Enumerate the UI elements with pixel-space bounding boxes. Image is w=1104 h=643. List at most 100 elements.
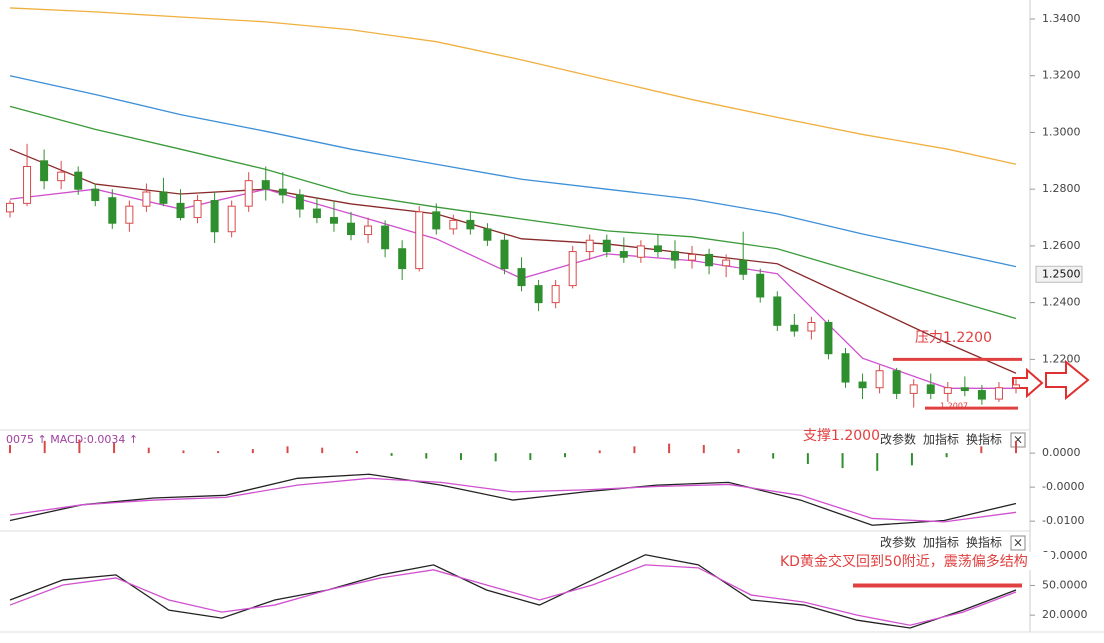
toolbar-button[interactable]: 改参数 (880, 432, 916, 447)
toolbar-button[interactable]: 加指标 (923, 535, 959, 550)
candle-body (824, 321, 833, 355)
line-series (9, 554, 1017, 629)
candle-body (653, 245, 662, 253)
candle-body (381, 225, 390, 250)
annotation: KD黄金交叉回到50附近，震荡偏多结构 (780, 553, 1028, 570)
y-tick-label: 0.0000 (1042, 446, 1081, 459)
annotation: 支撑1.2000 (803, 428, 880, 444)
close-box[interactable] (1010, 432, 1026, 448)
candle-body (926, 384, 935, 394)
candle-body (602, 239, 611, 253)
indicator-header: 0075 ↑ MACD:0.0034 ↑ (6, 433, 138, 446)
candle-body (875, 370, 884, 389)
line-series (9, 473, 1017, 526)
candle-body (943, 387, 952, 394)
candle-body (91, 188, 100, 202)
line-series (9, 477, 1017, 523)
candle-body (176, 202, 185, 219)
toolbar-button[interactable]: × (1013, 433, 1023, 447)
candle-body (705, 253, 714, 267)
candle-body (722, 259, 731, 267)
candle-body (347, 222, 356, 236)
candle-body (159, 191, 168, 204)
candle-body (858, 381, 867, 389)
last-price-label: 1.2500 (1042, 267, 1081, 280)
arrow (1045, 359, 1090, 401)
candle-body (585, 239, 594, 253)
candle-body (227, 205, 236, 233)
last-price-box (1035, 265, 1083, 283)
candle-body (636, 245, 645, 258)
candle-body (244, 180, 253, 207)
candle-body (466, 219, 475, 230)
candle-body (329, 217, 338, 224)
candle-body (312, 208, 321, 219)
candle-body (210, 200, 219, 233)
candle-body (739, 259, 748, 275)
y-tick-label: 1.3400 (1042, 12, 1081, 25)
candle-body (193, 200, 202, 219)
line-series (9, 564, 1017, 626)
candle-body (40, 160, 49, 182)
candle-body (534, 285, 543, 304)
candle-body (278, 188, 287, 196)
candle-body (790, 324, 799, 332)
candle-body (57, 171, 66, 182)
y-tick-label: 20.0000 (1042, 608, 1088, 621)
toolbar-button[interactable]: 换指标 (966, 432, 1002, 447)
candle-body (807, 321, 816, 332)
candle-body (551, 285, 560, 304)
candle-body (483, 228, 492, 241)
y-tick-label: -0.0100 (1042, 514, 1084, 527)
candle-body (960, 387, 969, 392)
toolbar-button[interactable]: × (1013, 536, 1023, 550)
candle-body (517, 268, 526, 287)
candle-body (23, 165, 32, 204)
y-tick-label: 1.2200 (1042, 352, 1081, 365)
candle-body (364, 225, 373, 236)
y-tick-label: -0.0000 (1042, 480, 1084, 493)
toolbar-button[interactable]: 加指标 (923, 432, 959, 447)
candle-body (108, 197, 117, 224)
low-label: 1.2007 (940, 402, 968, 411)
toolbar-button[interactable]: 换指标 (966, 535, 1002, 550)
annotation-bg (776, 552, 1052, 570)
close-box[interactable] (1010, 535, 1026, 551)
line-series (9, 7, 1017, 165)
candle-body (432, 211, 441, 230)
line-series (9, 105, 1017, 320)
y-tick-label: 80.0000 (1042, 549, 1088, 562)
candle-body (670, 251, 679, 261)
candle-body (909, 384, 918, 394)
toolbar-button[interactable]: 改参数 (880, 535, 916, 550)
candle-body (977, 390, 986, 400)
candle-body (398, 248, 407, 270)
annotation: 压力1.2200 (915, 330, 992, 346)
candle-body (568, 251, 577, 287)
candle-body (125, 205, 134, 224)
candle-body (295, 194, 304, 210)
candle-body (841, 353, 850, 383)
y-tick-label: 1.3000 (1042, 125, 1081, 138)
candle-body (142, 191, 151, 207)
candle-body (500, 239, 509, 270)
candle-body (688, 253, 697, 261)
candle-body (1012, 384, 1020, 389)
candle-body (261, 180, 270, 190)
candle-body (74, 171, 83, 190)
candle-body (756, 273, 765, 298)
candle-body (449, 219, 458, 230)
candle-body (415, 211, 424, 270)
candle-body (994, 387, 1003, 400)
candle-body (773, 296, 782, 326)
y-tick-label: 1.2400 (1042, 296, 1081, 309)
y-tick-label: 1.2800 (1042, 182, 1081, 195)
y-tick-label: 50.0000 (1042, 578, 1088, 591)
y-tick-label: 1.3200 (1042, 69, 1081, 82)
candle-body (619, 251, 628, 258)
candle-body (6, 202, 14, 213)
y-tick-label: 1.2600 (1042, 239, 1081, 252)
line-series (9, 75, 1017, 268)
